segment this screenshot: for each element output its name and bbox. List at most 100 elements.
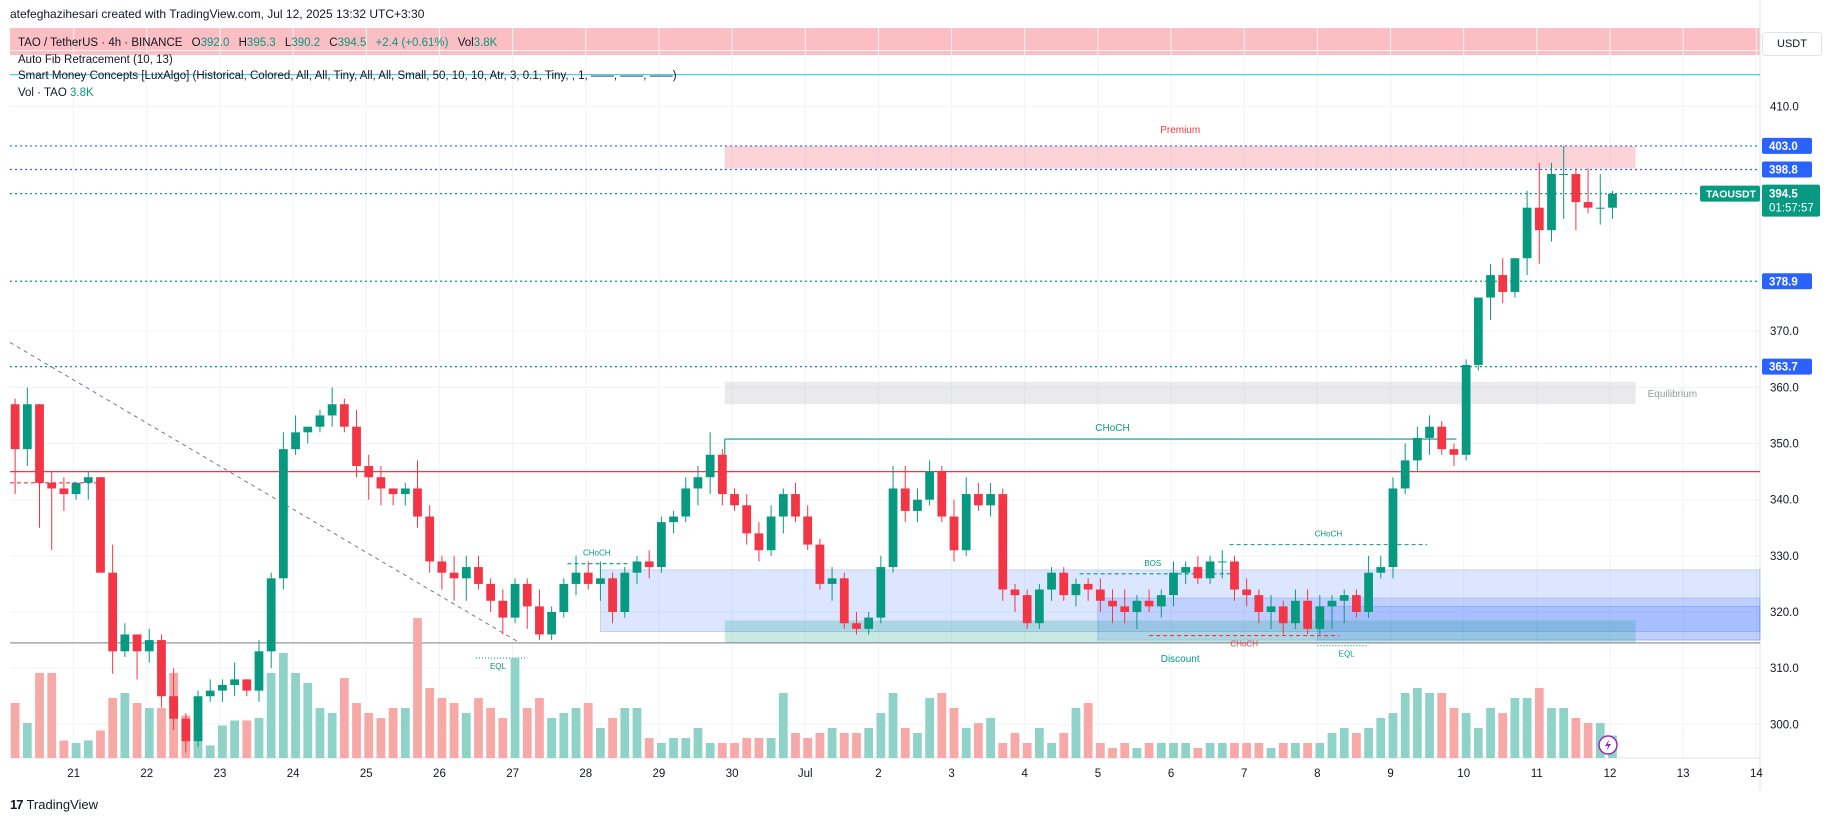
candle-body [864, 617, 874, 629]
volume-bar [278, 653, 288, 758]
volume-bar [571, 708, 581, 758]
candle-body [1022, 595, 1032, 624]
indicator-smc-row[interactable]: Smart Money Concepts [LuxAlgo] (Historic… [18, 70, 677, 82]
volume-bar [1461, 713, 1471, 758]
candle-body [717, 454, 727, 495]
time-tick-label: 26 [433, 768, 446, 780]
volume-bar [1095, 743, 1105, 758]
high-label: H [238, 37, 247, 49]
time-tick-label: 14 [1750, 768, 1763, 780]
volume-bar [656, 743, 666, 758]
candle-body [656, 522, 666, 568]
volume-bar [693, 728, 703, 758]
candle-body [925, 471, 935, 500]
candle-body [1339, 595, 1349, 601]
candle-body [669, 516, 678, 523]
chart-legend: TAO / TetherUS · 4h · BINANCE O392.0 H39… [18, 35, 677, 101]
candle-body [608, 578, 617, 612]
currency-selector[interactable]: USDT [1762, 32, 1822, 56]
candle-body [1278, 606, 1288, 624]
indicator-vol-row[interactable]: Vol · TAO 3.8K [18, 85, 677, 102]
candle-body [1254, 595, 1264, 612]
candle-body [22, 404, 32, 450]
candle-body [425, 516, 435, 562]
high-value: 395.3 [246, 37, 276, 49]
candle-body [705, 454, 715, 478]
lightning-icon[interactable] [1598, 735, 1618, 755]
volume-bar [742, 738, 752, 758]
volume-bar [1010, 733, 1020, 758]
premium-zone [724, 145, 1636, 169]
candle-body [1534, 207, 1544, 231]
candle-body [1473, 297, 1483, 365]
volume-bar [339, 678, 349, 758]
volume-bar [266, 673, 276, 758]
volume-bar [120, 693, 130, 758]
level-price-tag-text: 363.7 [1769, 362, 1798, 374]
candle-body [620, 572, 630, 612]
vol-label: Vol [457, 37, 474, 49]
vol-value: 3.8K [473, 37, 498, 49]
volume-bar [1571, 718, 1581, 758]
volume-bar [22, 723, 32, 758]
candle-body [510, 583, 520, 618]
candle-body [1144, 600, 1154, 607]
volume-bar [157, 708, 166, 758]
candle-body [1047, 572, 1056, 590]
volume-bar [1291, 743, 1300, 758]
last-price-text: 394.5 [1769, 189, 1798, 201]
volume-bar [242, 720, 252, 758]
candle-body [1010, 589, 1020, 596]
candle-body [1449, 449, 1459, 455]
tradingview-logo[interactable]: 17 TradingView [10, 797, 98, 812]
volume-bar [596, 728, 605, 758]
time-tick-label: 5 [1095, 768, 1101, 780]
volume-bar [1510, 698, 1520, 758]
candle-body [108, 572, 118, 652]
candle-body [83, 477, 93, 483]
candle-body [535, 606, 544, 635]
volume-bar [1473, 728, 1483, 758]
volume-bar [1534, 688, 1544, 758]
candle-body [230, 679, 239, 685]
indicator-vol-value: 3.8K [70, 86, 94, 99]
candle-body [1510, 258, 1520, 292]
candle-body [376, 477, 386, 489]
candle-body [157, 640, 166, 697]
volume-bar [644, 738, 654, 758]
candle-body [144, 640, 154, 652]
candle-body [1217, 561, 1227, 563]
volume-bar [1339, 728, 1349, 758]
symbol-title[interactable]: TAO / TetherUS · 4h · BINANCE [18, 37, 183, 49]
price-tick-label: 370.0 [1770, 326, 1799, 338]
candle-body [815, 544, 825, 584]
structure-label-choch: CHoCH [583, 549, 611, 558]
volume-bar [1315, 743, 1325, 758]
candle-body [474, 567, 483, 584]
tv-mark-icon: 17 [10, 797, 24, 812]
volume-bar [35, 673, 44, 758]
indicator-fib-row[interactable]: Auto Fib Retracement (10, 13) [18, 53, 173, 66]
volume-bar [1559, 708, 1569, 758]
candle-body [1083, 583, 1093, 590]
candle-body [754, 533, 764, 551]
volume-bar [96, 730, 105, 758]
price-axis[interactable]: 300.0 310.0 320.0 330.0 340.0 350.0 360.0 370.0… [1761, 0, 1835, 790]
candle-body [400, 488, 410, 495]
candle-body [1230, 561, 1239, 590]
time-axis[interactable]: 21 22 23 24 25 26 27 28 29 30 Jul 2 3 4 5 6 7 8 9 10 11 12 13 1… [67, 768, 1763, 780]
volume-bar [1047, 743, 1056, 758]
time-tick-label: 25 [360, 768, 373, 780]
volume-bar [535, 698, 544, 758]
candle-body [364, 466, 374, 478]
volume-bar [864, 728, 874, 758]
candle-body [303, 426, 313, 433]
volume-bar [717, 743, 727, 758]
candles [10, 145, 1617, 753]
volume-bar [1400, 693, 1410, 758]
close-label: C [329, 37, 338, 49]
candle-body [1486, 275, 1495, 298]
candle-body [352, 426, 361, 466]
symbol-legend-row[interactable]: TAO / TetherUS · 4h · BINANCE O392.0 H39… [18, 35, 677, 52]
